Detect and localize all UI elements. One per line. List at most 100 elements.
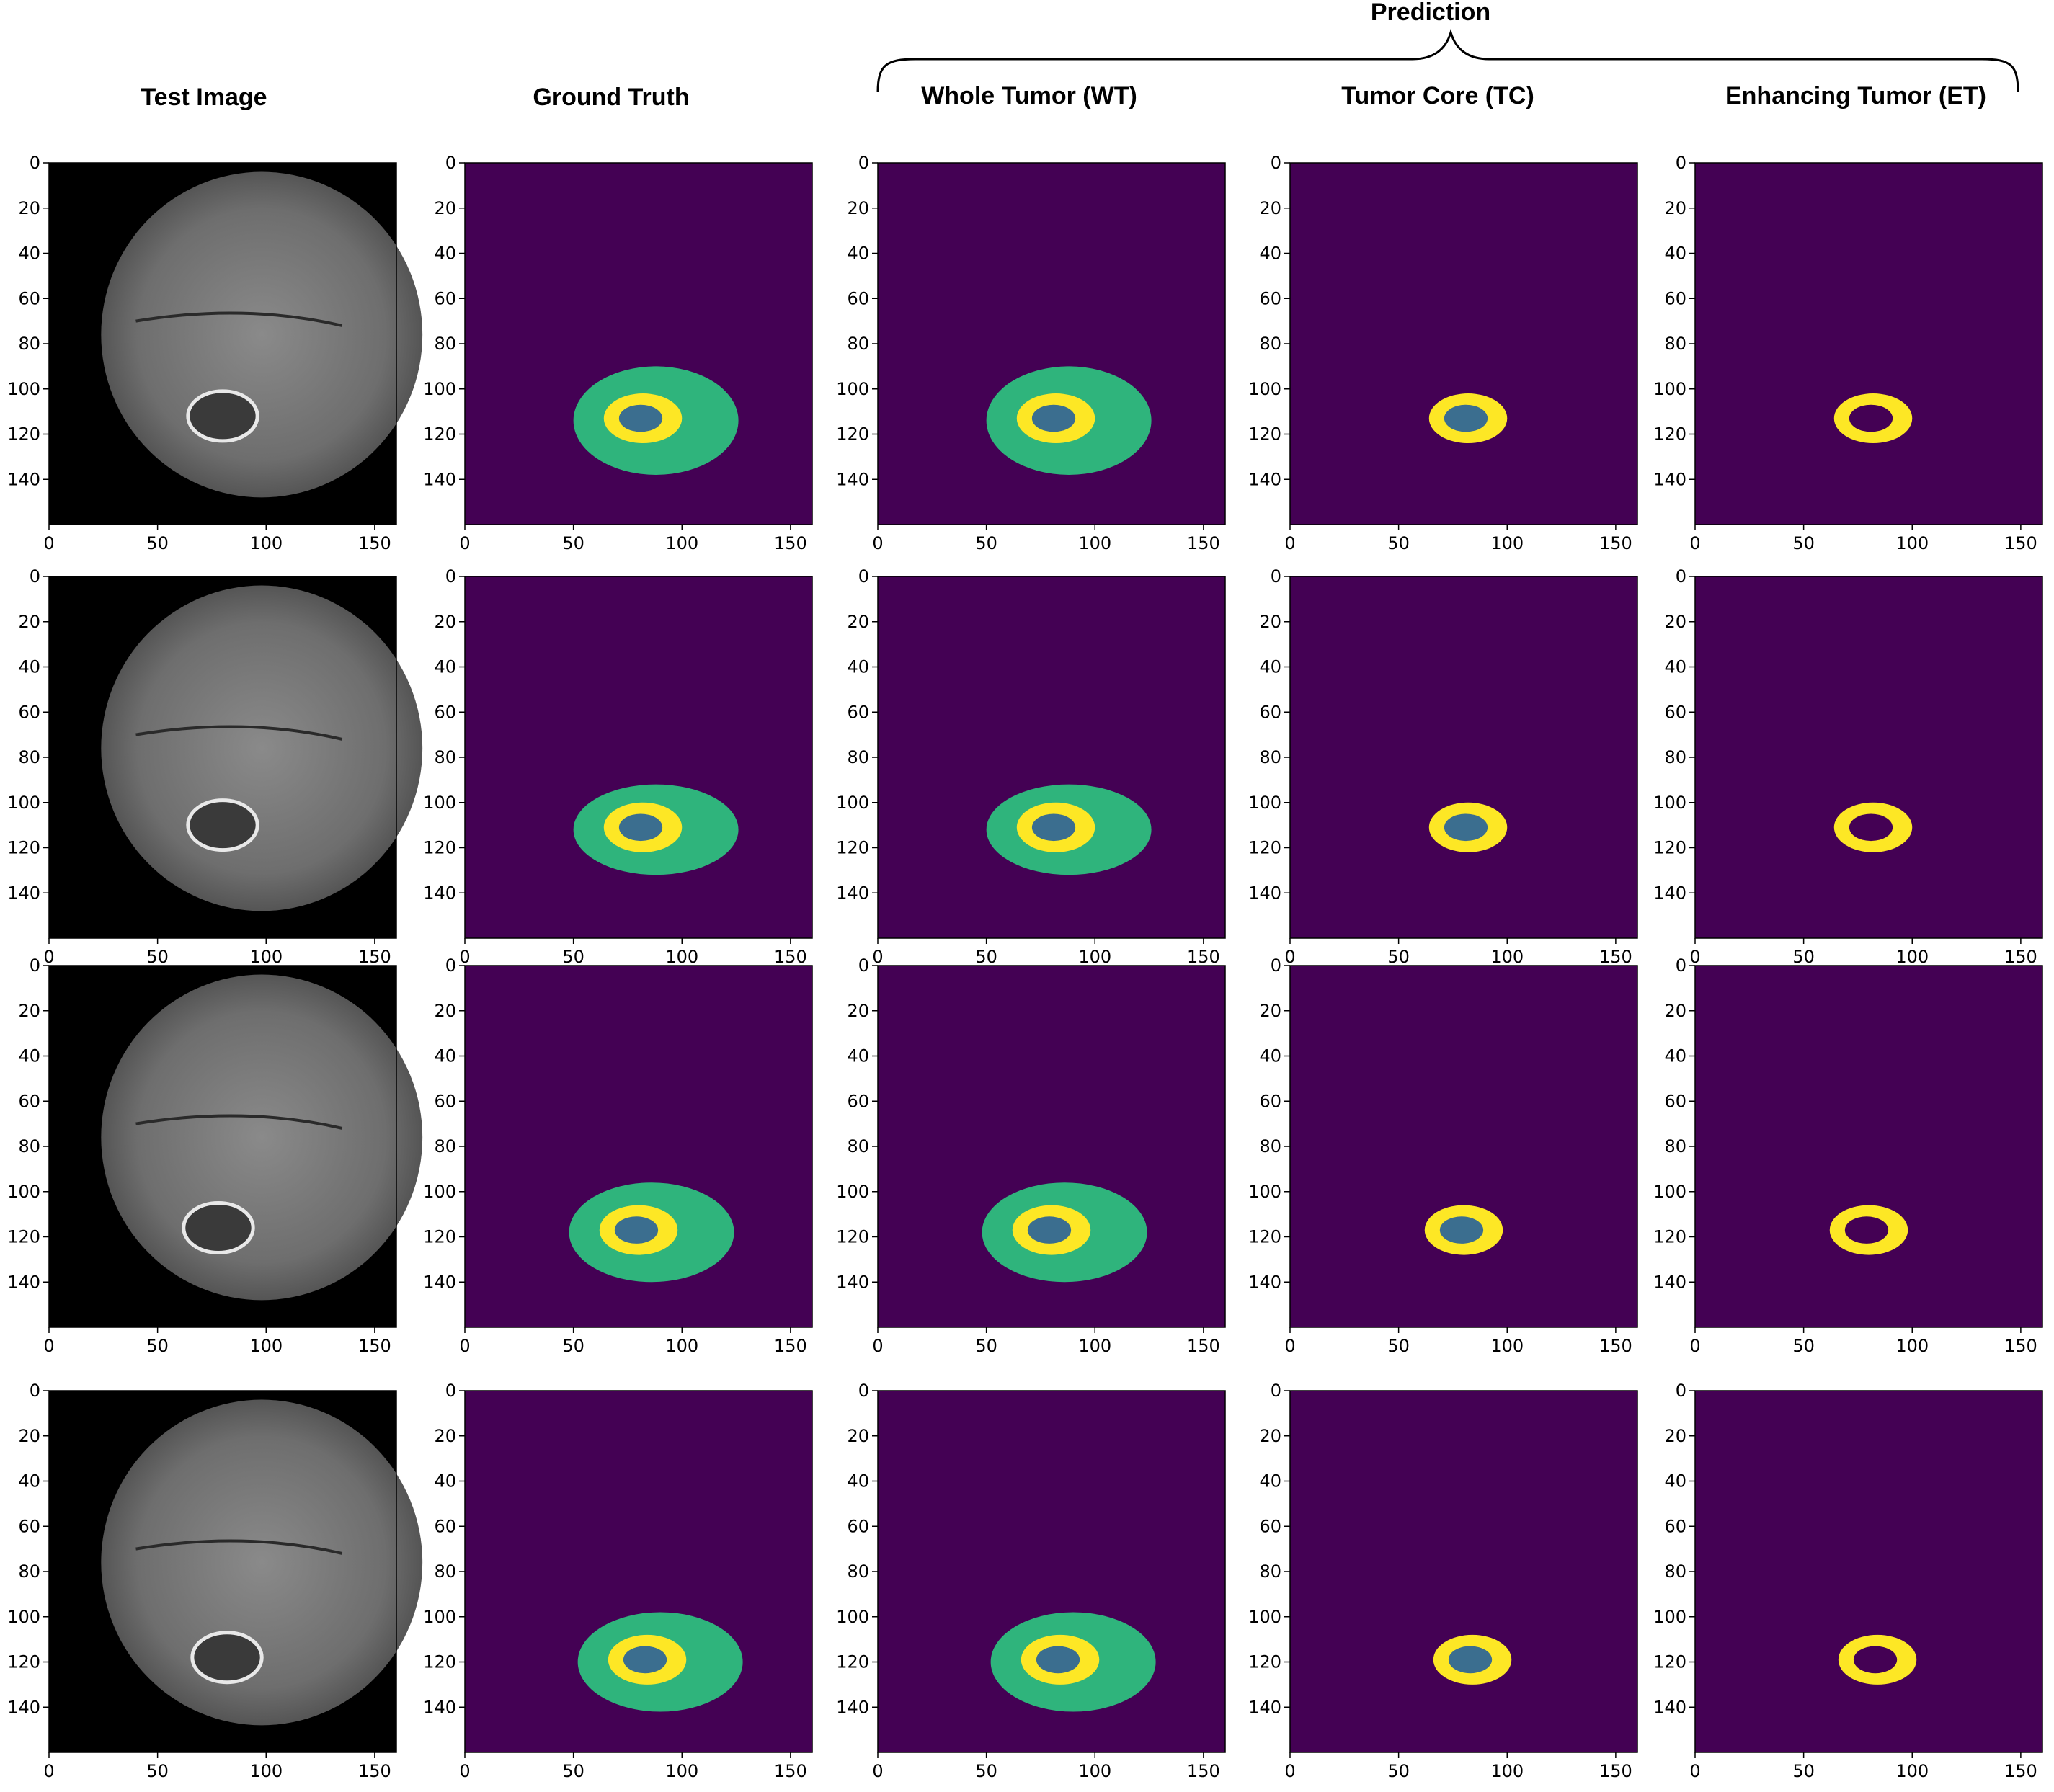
y-tick-label: 60: [847, 1516, 869, 1536]
y-tick-label: 80: [847, 334, 869, 354]
x-tick-label: 0: [43, 1761, 54, 1781]
panel-wt-row-4: 0 20 40 60 80 100 120 140 0 50 100 150: [836, 1381, 1226, 1781]
y-tick-label: 20: [1664, 1001, 1686, 1021]
y-tick-label: 20: [1664, 1426, 1686, 1446]
y-tick-label: 100: [836, 1182, 869, 1202]
y-tick-label: 40: [18, 1046, 40, 1066]
x-tick-label: 0: [1284, 533, 1295, 553]
x-tick-label: 100: [665, 533, 698, 553]
y-tick-label: 40: [434, 1046, 456, 1066]
x-tick-label: 150: [2004, 947, 2037, 967]
y-tick-label: 40: [1664, 1471, 1686, 1492]
x-tick-label: 50: [146, 947, 169, 967]
x-tick-label: 50: [975, 1761, 997, 1781]
y-tick-label: 100: [1248, 1607, 1281, 1627]
core-region: [1444, 813, 1488, 842]
x-tick-label: 0: [872, 1336, 883, 1356]
core-region: [1444, 404, 1488, 432]
y-tick-label: 60: [1664, 702, 1686, 722]
x-tick-label: 50: [146, 533, 169, 553]
x-tick-label: 50: [1792, 533, 1815, 553]
y-tick-label: 0: [858, 566, 869, 587]
y-tick-label: 60: [434, 288, 456, 308]
panel-wt-row-2: 0 20 40 60 80 100 120 140 0 50 100 150: [836, 566, 1226, 967]
y-tick-label: 20: [1259, 1001, 1281, 1021]
y-tick-label: 60: [847, 288, 869, 308]
y-tick-label: 20: [1664, 198, 1686, 218]
x-tick-label: 50: [975, 533, 997, 553]
x-tick-label: 150: [1599, 947, 1632, 967]
y-tick-label: 120: [1248, 838, 1281, 858]
brain-slice: [101, 585, 423, 911]
x-tick-label: 50: [975, 947, 997, 967]
y-tick-label: 80: [1664, 1561, 1686, 1582]
y-tick-label: 140: [1248, 883, 1281, 903]
y-tick-label: 100: [1653, 379, 1686, 399]
x-tick-label: 150: [1187, 1336, 1220, 1356]
y-tick-label: 100: [7, 793, 40, 813]
x-tick-label: 100: [1078, 1336, 1111, 1356]
y-tick-label: 80: [18, 334, 40, 354]
column-title-enhancing-tumor: Enhancing Tumor (ET): [1725, 82, 1986, 110]
x-tick-label: 50: [1792, 947, 1815, 967]
x-tick-label: 150: [1599, 533, 1632, 553]
y-tick-label: 60: [1259, 1091, 1281, 1111]
x-tick-label: 50: [1792, 1761, 1815, 1781]
y-tick-label: 20: [434, 1426, 456, 1446]
x-tick-label: 100: [249, 533, 283, 553]
y-tick-label: 40: [1664, 657, 1686, 677]
y-tick-label: 120: [7, 1652, 40, 1672]
y-tick-label: 140: [836, 883, 869, 903]
x-tick-label: 0: [1689, 947, 1700, 967]
y-tick-label: 100: [7, 379, 40, 399]
column-title-whole-tumor: Whole Tumor (WT): [921, 82, 1137, 110]
y-tick-label: 100: [1653, 793, 1686, 813]
column-title-tumor-core: Tumor Core (TC): [1341, 82, 1534, 110]
y-tick-label: 80: [1259, 1561, 1281, 1582]
y-tick-label: 20: [847, 198, 869, 218]
brain-slice: [101, 171, 423, 498]
column-title-ground-truth: Ground Truth: [533, 84, 689, 111]
y-tick-label: 100: [7, 1182, 40, 1202]
x-tick-label: 150: [774, 1336, 807, 1356]
x-tick-label: 150: [1187, 533, 1220, 553]
y-tick-label: 60: [434, 1091, 456, 1111]
y-tick-label: 80: [434, 1136, 456, 1156]
core-region: [1849, 813, 1893, 842]
x-tick-label: 150: [358, 533, 391, 553]
panel-tc-row-3: 0 20 40 60 80 100 120 140 0 50 100 150: [1248, 955, 1638, 1356]
y-tick-label: 20: [847, 1426, 869, 1446]
x-tick-label: 50: [1387, 533, 1410, 553]
y-tick-label: 20: [18, 1426, 40, 1446]
x-tick-label: 0: [43, 1336, 54, 1356]
mask-background: [465, 576, 812, 938]
brain-fissure: [135, 725, 343, 741]
y-tick-label: 100: [423, 793, 456, 813]
core-region: [1031, 813, 1076, 842]
y-tick-label: 140: [7, 883, 40, 903]
x-tick-label: 100: [1490, 1336, 1524, 1356]
y-tick-label: 100: [1653, 1607, 1686, 1627]
x-tick-label: 0: [1689, 533, 1700, 553]
y-tick-label: 0: [1271, 1381, 1281, 1401]
x-tick-label: 150: [2004, 1336, 2037, 1356]
y-tick-label: 140: [1248, 469, 1281, 489]
y-tick-label: 80: [1664, 747, 1686, 767]
y-tick-label: 40: [434, 1471, 456, 1492]
y-tick-label: 80: [18, 1561, 40, 1582]
y-tick-label: 20: [1664, 612, 1686, 632]
lesion-ring: [190, 1631, 264, 1685]
y-tick-label: 60: [1259, 288, 1281, 308]
y-tick-label: 120: [1653, 838, 1686, 858]
brain-fissure: [135, 1114, 343, 1130]
panel-grid: 0 20 40 60 80 100 120 140 0 50 100 150 0 20 40 60 80 100 1…: [7, 153, 2043, 1781]
y-tick-label: 0: [30, 955, 40, 976]
panel-et-row-2: 0 20 40 60 80 100 120 140 0 50 100 150: [1653, 566, 2043, 967]
x-tick-label: 50: [146, 1336, 169, 1356]
y-tick-label: 40: [1664, 244, 1686, 264]
x-tick-label: 150: [358, 1336, 391, 1356]
y-tick-label: 120: [423, 838, 456, 858]
panel-wt-row-3: 0 20 40 60 80 100 120 140 0 50 100 150: [836, 955, 1226, 1356]
x-tick-label: 150: [1599, 1336, 1632, 1356]
